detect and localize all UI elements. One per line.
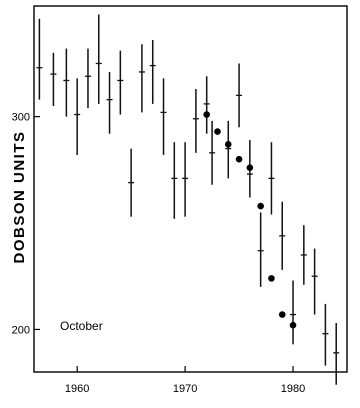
errorbar-point [106,71,113,134]
data-dot [278,311,286,318]
data-dot [214,128,221,135]
errorbar-point [117,50,124,115]
axis-ticks: 1960 1970 1980 200 300 [12,112,306,395]
errorbar-point [300,225,307,285]
y-tick-label: 300 [12,112,30,124]
errorbar-point [84,48,91,109]
errorbar-point [50,52,57,107]
errorbar-point [279,201,286,270]
errorbar-point [236,63,243,128]
data-dot [224,141,232,148]
y-tick-label: 200 [12,324,30,336]
errorbar-series [36,14,340,385]
x-tick-label: 1970 [173,383,197,395]
errorbar-point [333,323,340,385]
errorbar-point [225,120,232,179]
data-dot [289,321,297,329]
data-dot [235,155,243,163]
errorbar-point [36,18,43,100]
x-tick-label: 1960 [65,383,89,395]
data-dot [268,275,275,282]
x-tick-label: 1980 [281,383,305,395]
errorbar-point [63,48,70,117]
y-axis-label: DOBSON UNITS [11,130,28,263]
errorbar-point [322,303,329,366]
errorbar-point [203,76,210,134]
dot-series [203,111,297,329]
data-dot [246,164,254,172]
errorbar-point [138,44,145,113]
annotation-label: October [60,319,103,333]
errorbar-point [128,148,135,217]
plot-frame [33,5,348,373]
data-dot [203,111,210,118]
data-dot [257,202,264,210]
errorbar-point [149,40,156,104]
errorbar-point [268,142,275,215]
errorbar-point [311,248,318,315]
errorbar-point [74,78,81,155]
errorbar-point [182,142,189,217]
errorbar-point [192,88,199,153]
errorbar-point [290,280,297,345]
errorbar-point [160,78,167,155]
errorbar-point [95,14,102,104]
errorbar-point [209,120,216,185]
errorbar-point [171,142,178,219]
errorbar-point [257,212,264,287]
